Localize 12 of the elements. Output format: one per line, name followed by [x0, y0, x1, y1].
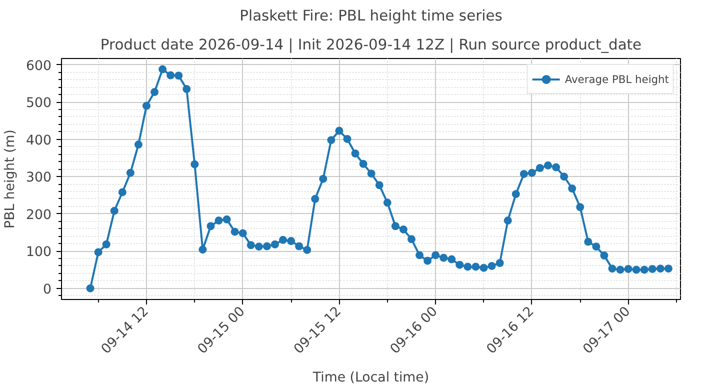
y-tick-label: 100: [26, 245, 52, 260]
y-tick-label: 200: [26, 208, 52, 223]
x-axis-title: Time (Local time): [312, 370, 430, 386]
y-tick-label: 0: [43, 282, 52, 298]
y-tick-label: 600: [26, 58, 52, 74]
y-tick-label: 500: [26, 96, 52, 112]
y-axis-title: PBL height (m): [3, 130, 18, 228]
chart-subtitle: Product date 2026-09-14 | Init 2026-09-14 12Z | Run source product_date: [100, 36, 642, 54]
legend-label: Average PBL height: [564, 72, 669, 86]
y-tick-label: 400: [26, 133, 52, 148]
chart-title: Plaskett Fire: PBL height time series: [240, 8, 502, 24]
y-tick-label: 300: [26, 170, 52, 186]
